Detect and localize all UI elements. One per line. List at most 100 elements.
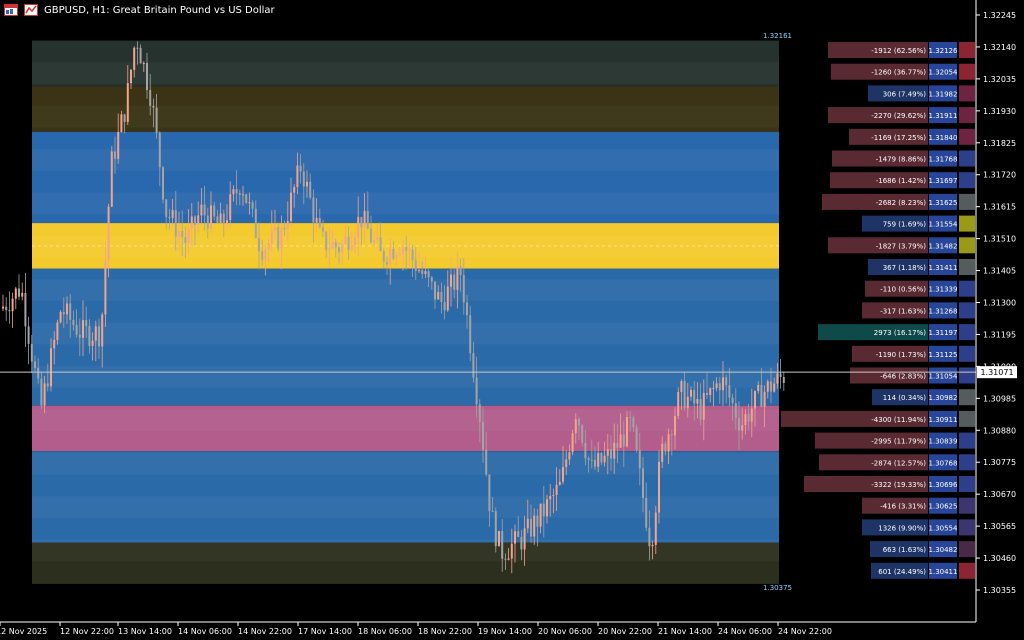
candle-body [376, 237, 379, 240]
candle-body [440, 292, 443, 302]
candle-body [213, 205, 216, 217]
level-bar [868, 259, 928, 275]
candle-body [565, 459, 568, 468]
level-marker [959, 345, 975, 362]
level-volume: -110 (0.56%) [880, 286, 926, 294]
candle-body [722, 377, 724, 391]
candle-body [590, 459, 593, 461]
candle-body [341, 244, 344, 253]
candle-body [146, 63, 148, 91]
level-bar [852, 345, 928, 362]
level-price-box [929, 215, 957, 232]
level-marker [959, 302, 975, 319]
level-bar [828, 42, 928, 58]
candle-body [312, 197, 315, 223]
candle-body [277, 227, 280, 249]
candle-body [222, 213, 225, 224]
candle-body [354, 237, 356, 245]
candle-body [578, 419, 580, 426]
candle-body [696, 399, 699, 404]
level-price-box [929, 367, 957, 384]
level-volume: 2973 (16.17%) [874, 329, 926, 337]
candle-body [699, 399, 702, 420]
time-tick-label: 12 Nov 22:00 [60, 627, 114, 636]
level-bar [818, 324, 928, 341]
candle-body [520, 536, 523, 550]
candle-body [306, 181, 308, 187]
level-price-box [929, 128, 957, 145]
candle-body [75, 325, 78, 335]
candle-body [392, 248, 395, 259]
chart-window-icon[interactable] [4, 4, 18, 16]
level-volume: 759 (1.69%) [883, 221, 927, 229]
candle-body [251, 202, 254, 209]
candle-body [226, 220, 228, 224]
candle-body [184, 237, 187, 244]
level-price: 1.31554 [929, 221, 958, 229]
candle-body [27, 326, 30, 344]
candle-body [274, 227, 276, 231]
level-bar [830, 172, 928, 189]
candle-body [661, 443, 664, 462]
candle-body [43, 383, 46, 406]
candle-body [197, 215, 200, 226]
candle-body [680, 381, 683, 393]
time-tick-label: 20 Nov 22:00 [598, 627, 652, 636]
level-bar [831, 63, 928, 80]
band-stripe [32, 106, 779, 128]
price-tick-label: 1.30775 [983, 458, 1016, 467]
candle-body [136, 47, 139, 49]
candle-body [475, 377, 478, 405]
candle-body [315, 217, 318, 223]
candle-body [603, 455, 606, 463]
level-bar [870, 541, 928, 558]
candle-body [421, 270, 424, 275]
level-volume: -317 (1.63%) [880, 307, 926, 315]
candle-body [395, 254, 398, 259]
band-stripe [32, 453, 779, 475]
candle-body [370, 228, 372, 243]
candle-body [238, 193, 241, 195]
level-price: 1.31268 [929, 307, 958, 315]
candle-body [626, 417, 628, 447]
candle-body [235, 189, 238, 194]
level-price: 1.31697 [929, 177, 958, 185]
candle-body [594, 459, 596, 467]
time-tick-label: 14 Nov 06:00 [178, 627, 232, 636]
candle-body [2, 306, 4, 309]
level-price: 1.30768 [929, 459, 958, 467]
candle-body [587, 458, 590, 460]
candle-body [123, 114, 126, 122]
band-stripe [32, 149, 779, 171]
candle-body [142, 63, 145, 65]
candle-body [757, 385, 760, 392]
candle-body [360, 216, 363, 228]
level-volume: -2874 (12.57%) [871, 459, 926, 467]
candle-body [158, 132, 161, 168]
level-bar [828, 107, 928, 124]
level-price-box [929, 85, 957, 102]
candle-body [453, 274, 456, 290]
time-axis[interactable]: 12 Nov 2025 12 Nov 22:00 13 Nov 14:00 14 No… [0, 622, 832, 636]
candle-body [290, 192, 292, 222]
level-marker [959, 172, 975, 189]
candle-body [133, 47, 136, 70]
price-axis[interactable]: 1.32245 1.32140 1.32035 1.31930 1.31825 1.317… [976, 11, 1016, 595]
candle-body [152, 105, 155, 108]
level-bar [865, 280, 928, 297]
candle-body [126, 83, 129, 122]
level-marker [959, 389, 975, 406]
level-volume: 114 (0.34%) [883, 394, 927, 402]
price-tick-label: 1.31720 [983, 171, 1016, 180]
level-price-box [929, 432, 957, 449]
candle-body [766, 381, 769, 392]
candle-body [219, 213, 222, 223]
candle-body [459, 266, 462, 276]
level-price: 1.30554 [929, 524, 958, 532]
candle-body [610, 449, 612, 459]
candle-body [744, 414, 747, 426]
level-price: 1.31840 [929, 134, 958, 142]
chart-mode-icon[interactable] [24, 4, 38, 16]
candle-body [725, 377, 728, 386]
